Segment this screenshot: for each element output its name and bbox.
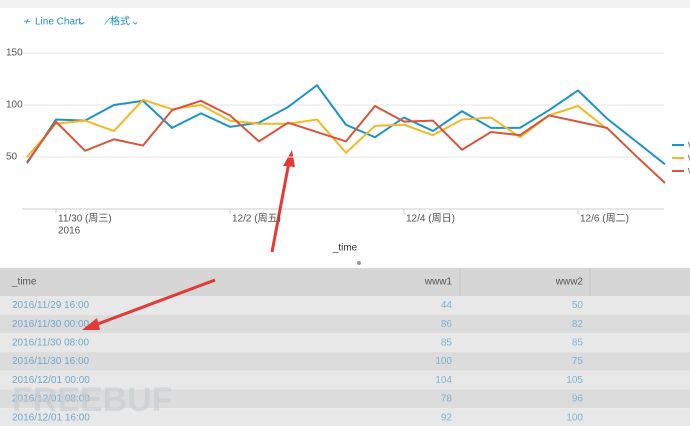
time-cell: 2016/12/01 08:00 bbox=[12, 394, 90, 405]
value-cell: 82 bbox=[572, 319, 584, 330]
legend-label: www2 bbox=[687, 153, 690, 164]
value-cell: 92 bbox=[441, 412, 453, 423]
y-tick-label: 150 bbox=[6, 48, 23, 59]
x-sublabel: 2016 bbox=[58, 226, 81, 237]
table-header-bg bbox=[0, 268, 690, 296]
value-cell: 96 bbox=[572, 394, 584, 405]
arrow bbox=[82, 150, 295, 330]
series-line bbox=[26, 83, 666, 166]
series-line bbox=[26, 99, 666, 184]
value-cell: 85 bbox=[572, 338, 584, 349]
table-row bbox=[0, 370, 690, 390]
x-tick-label: 12/6 (周二) bbox=[580, 213, 629, 225]
watermark: FREEBUF bbox=[12, 381, 173, 419]
time-cell: 2016/12/01 00:00 bbox=[12, 375, 90, 386]
value-cell: 75 bbox=[572, 356, 584, 367]
time-cell: 2016/11/30 16:00 bbox=[12, 356, 90, 367]
time-cell: 2016/11/30 08:00 bbox=[12, 338, 90, 349]
column-header: www2 bbox=[555, 277, 584, 288]
chart-type-caret[interactable]: ⌄ bbox=[78, 17, 86, 28]
value-cell: 78 bbox=[441, 394, 453, 405]
x-axis-title: _time bbox=[332, 243, 358, 254]
column-header: www1 bbox=[424, 277, 453, 288]
table-row bbox=[0, 296, 690, 315]
value-cell: 50 bbox=[572, 300, 584, 311]
y-tick-label: 50 bbox=[6, 152, 18, 163]
chart-icon: ≁ bbox=[23, 17, 31, 28]
legend-label: www3 bbox=[687, 166, 690, 177]
format-icon: ⟋ bbox=[104, 17, 111, 28]
value-cell: 105 bbox=[566, 375, 583, 386]
chart-type-button[interactable]: Line Chart bbox=[35, 17, 81, 28]
x-tick-label: 12/2 (周五) bbox=[232, 213, 281, 225]
time-cell: 2016/11/29 16:00 bbox=[12, 300, 90, 311]
column-header: _time bbox=[11, 277, 37, 288]
format-caret[interactable]: ⌄ bbox=[131, 17, 139, 28]
x-tick-label: 12/4 (周日) bbox=[406, 213, 455, 225]
format-button[interactable]: 格式 bbox=[110, 15, 130, 28]
value-cell: 100 bbox=[566, 412, 583, 423]
table-row bbox=[0, 314, 690, 334]
value-cell: 85 bbox=[441, 338, 453, 349]
table-row bbox=[0, 352, 690, 371]
time-cell: 2016/11/30 00:00 bbox=[12, 319, 90, 330]
value-cell: 104 bbox=[435, 375, 452, 386]
x-tick-label: 11/30 (周三) bbox=[58, 213, 112, 225]
value-cell: 86 bbox=[441, 319, 453, 330]
time-cell: 2016/12/01 16:00 bbox=[12, 412, 90, 423]
y-tick-label: 100 bbox=[6, 100, 23, 111]
splitter bbox=[0, 258, 690, 268]
value-cell: 100 bbox=[435, 356, 452, 367]
top-bar bbox=[0, 0, 690, 8]
series-line bbox=[26, 98, 608, 158]
splitter-handle[interactable] bbox=[357, 261, 361, 265]
table-row bbox=[0, 333, 690, 353]
value-cell: 44 bbox=[441, 300, 453, 311]
table-row bbox=[0, 389, 690, 409]
table-row bbox=[0, 408, 690, 426]
legend-label: www1 bbox=[687, 140, 690, 151]
table: _time www1 www2 2016/11/29 16:00 44 50 2016/11… bbox=[0, 268, 690, 426]
